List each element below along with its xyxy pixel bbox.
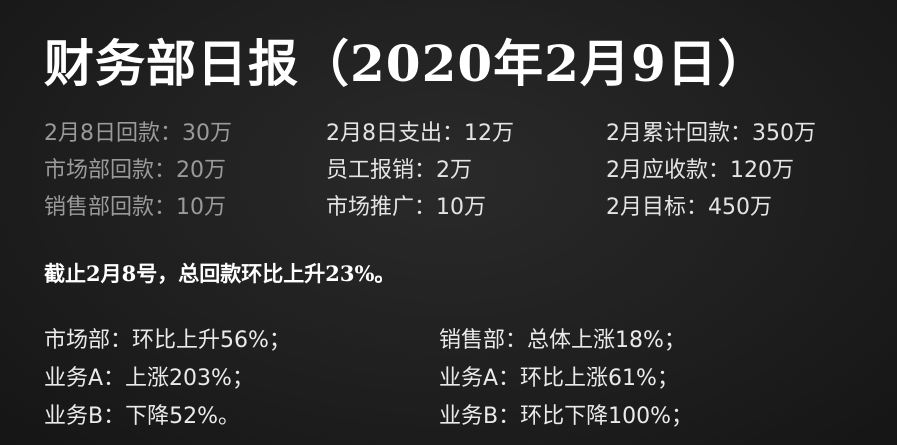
detail-sales-dept: 销售部：总体上涨18%； xyxy=(439,328,686,353)
stat-feb-receivable: 2月应收款：120万 xyxy=(606,158,794,183)
detail-sales-business-a: 业务A：环比上涨61%； xyxy=(439,366,679,391)
detail-grid: 市场部：环比上升56%； 销售部：总体上涨18%； 业务A：上涨203%； 业务… xyxy=(44,326,859,432)
summary-line: 截止2月8号，总回款环比上升23%。 xyxy=(44,261,396,286)
stat-employee-reimbursement: 员工报销：2万 xyxy=(326,158,472,183)
stat-feb8-expense: 2月8日支出：12万 xyxy=(326,121,514,146)
detail-marketing-business-a: 业务A：上涨203%； xyxy=(44,366,254,391)
stat-marketing-collection: 市场部回款：20万 xyxy=(44,158,226,183)
detail-marketing-dept: 市场部：环比上升56%； xyxy=(44,328,291,353)
report-title: 财务部日报（2020年2月9日） xyxy=(44,34,769,93)
stat-feb8-collection: 2月8日回款：30万 xyxy=(44,121,232,146)
detail-sales-business-b: 业务B：环比下降100%； xyxy=(439,404,693,429)
stats-grid: 2月8日回款：30万 2月8日支出：12万 2月累计回款：350万 市场部回款：… xyxy=(44,118,866,223)
stat-sales-collection: 销售部回款：10万 xyxy=(44,195,226,220)
stat-feb-cumulative-collection: 2月累计回款：350万 xyxy=(606,121,816,146)
detail-marketing-business-b: 业务B：下降52%。 xyxy=(44,404,240,429)
stat-marketing-promotion: 市场推广：10万 xyxy=(326,195,486,220)
stat-feb-target: 2月目标：450万 xyxy=(606,195,772,220)
